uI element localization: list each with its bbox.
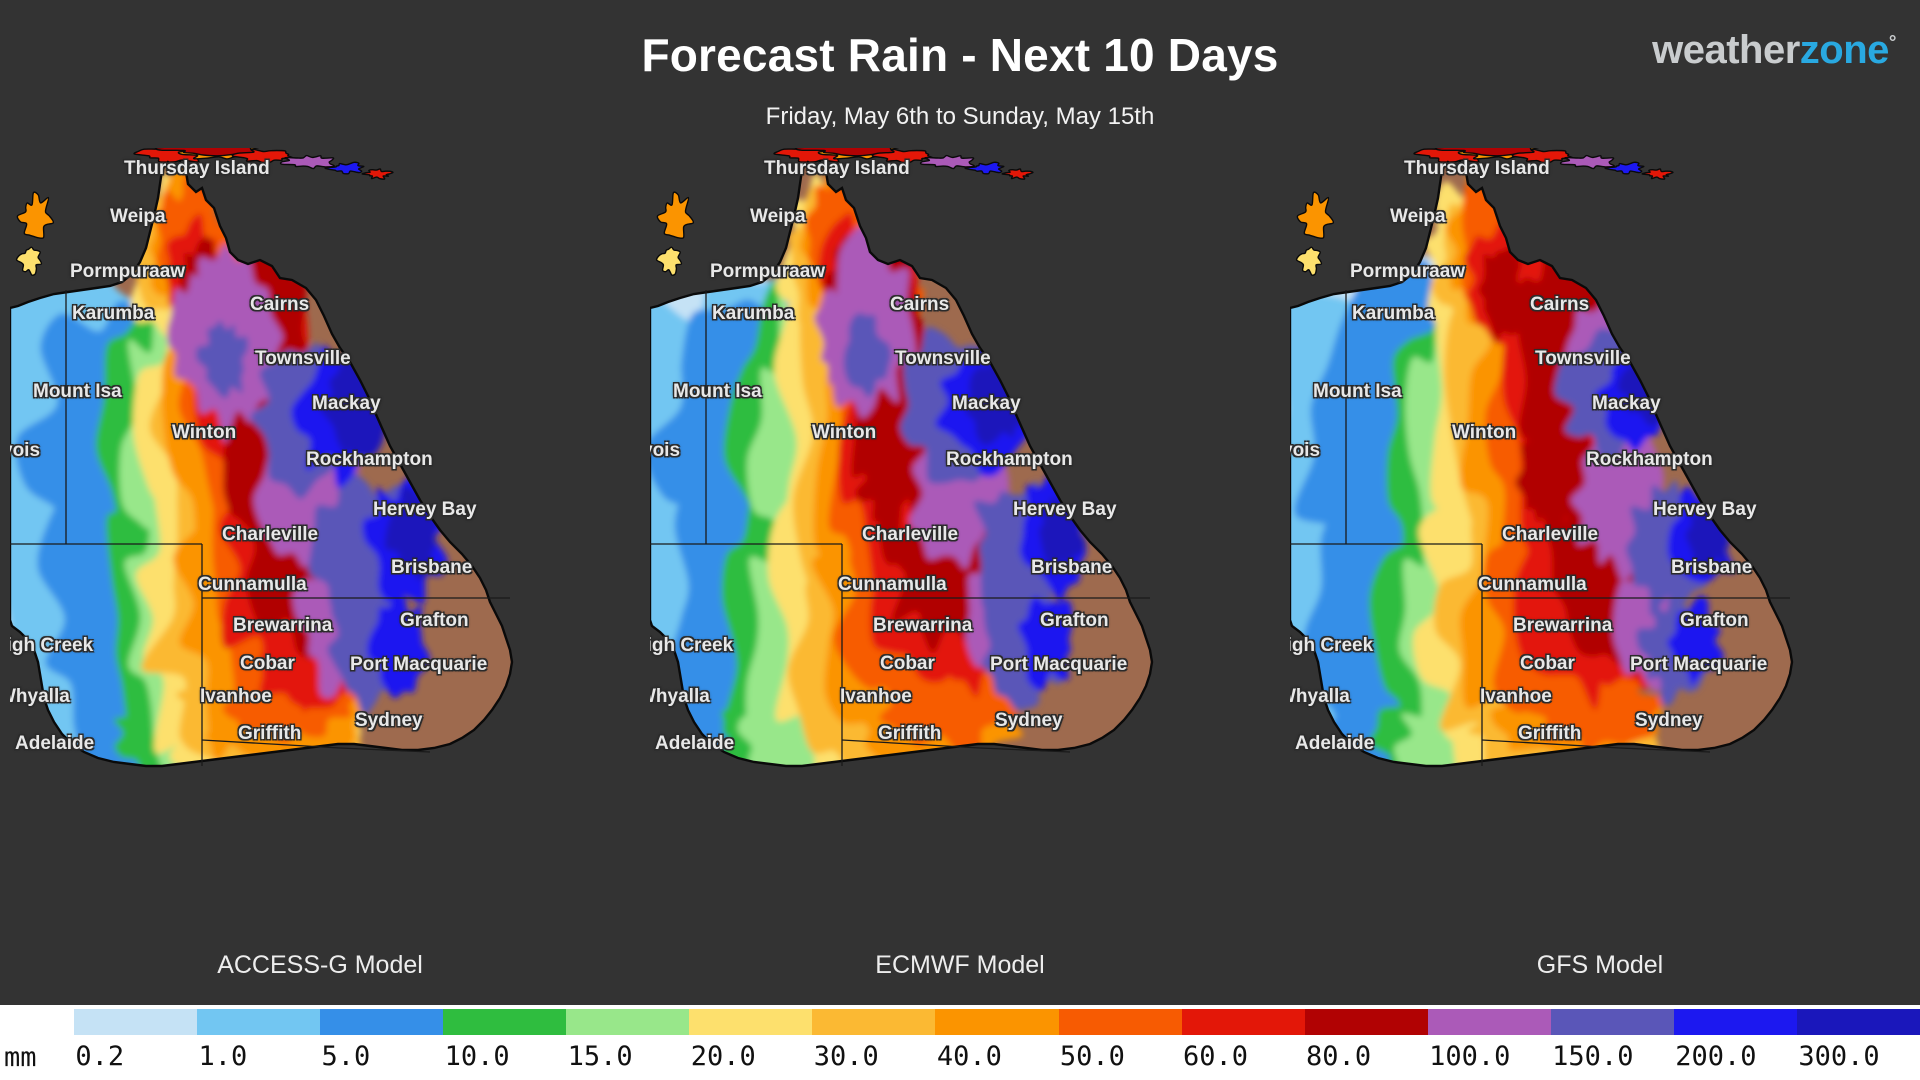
offshore-islands [1295,148,1674,276]
coastline [10,159,514,768]
rainfall-contours [1290,162,1792,766]
colorbar-segment [689,1009,813,1035]
colorbar-unit-label: mm [4,1042,37,1073]
colorbar-tick: 60.0 [1182,1041,1248,1072]
colorbar-tick: 80.0 [1306,1041,1372,1072]
colorbar-segment [812,1009,936,1035]
map-panel-access-g[interactable]: Thursday Island Weipa Pormpuraaw Karumba Cai… [10,148,630,988]
header: Forecast Rain - Next 10 Days Friday, May… [0,0,1920,150]
colorbar-segment [1304,1009,1428,1035]
colorbar-segment [1181,1009,1305,1035]
colorbar-tick-labels: 0.2 1.0 5.0 10.0 15.0 20.0 30.0 40.0 50.0 60.0 80.… [74,1041,1920,1077]
map-panel-gfs[interactable]: Thursday Island Weipa Pormpuraaw Karumba Cai… [1290,148,1910,988]
page-title: Forecast Rain - Next 10 Days [641,29,1279,81]
rainfall-field-svg [1290,148,1910,933]
rainfall-contours [650,162,1152,766]
model-label-access-g: ACCESS-G Model [217,951,423,979]
colorbar-tick: 30.0 [813,1041,879,1072]
colorbar-segment [1550,1009,1674,1035]
logo-weather-text: weather [1652,28,1800,72]
rainfall-contours [10,162,512,766]
state-borders [1290,290,1790,766]
colorbar-tick: 5.0 [321,1041,371,1072]
colorbar-tick: 300.0 [1798,1041,1880,1072]
page-subtitle: Friday, May 6th to Sunday, May 15th [765,103,1155,130]
colorbar-segment [197,1009,321,1035]
offshore-islands [15,148,394,276]
colorbar-tick: 1.0 [198,1041,248,1072]
rain-map-access-g[interactable]: Thursday Island Weipa Pormpuraaw Karumba Cai… [10,148,630,933]
coastline [1290,159,1794,768]
colorbar: mm 0.2 1.0 5.0 10.0 15.0 20.0 30.0 40.0 50.0 60.0… [0,1005,1920,1080]
colorbar-tick: 15.0 [567,1041,633,1072]
colorbar-tick: 40.0 [936,1041,1002,1072]
colorbar-tick: 10.0 [444,1041,510,1072]
coastline [650,159,1154,768]
weatherzone-logo[interactable]: weatherzone° [1652,28,1896,73]
colorbar-tick: 50.0 [1059,1041,1125,1072]
map-panel-ecmwf[interactable]: Thursday Island Weipa Pormpuraaw Karumba Cai… [650,148,1270,988]
state-borders [650,290,1150,766]
colorbar-tick: 20.0 [690,1041,756,1072]
colorbar-segment [74,1009,198,1035]
colorbar-segment [1796,1009,1920,1035]
colorbar-segment [935,1009,1059,1035]
logo-degree-icon: ° [1888,32,1897,54]
colorbar-tick: 200.0 [1675,1041,1757,1072]
offshore-islands [655,148,1034,276]
colorbar-gradient-strip [74,1009,1920,1035]
rainfall-field-svg [650,148,1270,933]
colorbar-segment [566,1009,690,1035]
colorbar-tick: 0.2 [75,1041,125,1072]
rainfall-field-svg [10,148,630,933]
rain-map-gfs[interactable]: Thursday Island Weipa Pormpuraaw Karumba Cai… [1290,148,1910,933]
colorbar-segment [1673,1009,1797,1035]
colorbar-segment [320,1009,444,1035]
state-borders [10,290,510,766]
logo-zone-text: zone [1799,28,1890,72]
model-label-gfs: GFS Model [1536,951,1664,979]
colorbar-tick: 100.0 [1429,1041,1511,1072]
colorbar-segment [443,1009,567,1035]
map-panels: Thursday Island Weipa Pormpuraaw Karumba Cai… [0,148,1920,988]
model-label-ecmwf: ECMWF Model [875,951,1045,979]
colorbar-tick: 150.0 [1552,1041,1634,1072]
colorbar-segment [1058,1009,1182,1035]
colorbar-segment [1427,1009,1551,1035]
rain-map-ecmwf[interactable]: Thursday Island Weipa Pormpuraaw Karumba Cai… [650,148,1270,933]
